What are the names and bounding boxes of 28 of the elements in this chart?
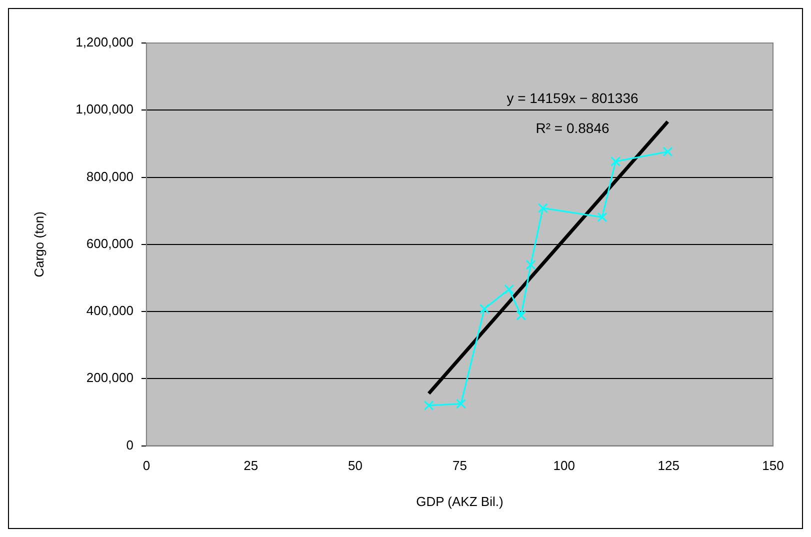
point <box>479 304 490 314</box>
x-tick-label: 150 <box>762 458 784 474</box>
y-tick-label: 400,000 <box>86 303 134 318</box>
x-tick-label: 50 <box>348 458 363 474</box>
y-tick-label: 800,000 <box>86 168 134 184</box>
point <box>456 398 466 409</box>
point <box>526 260 536 270</box>
point <box>610 156 621 166</box>
point <box>424 400 434 411</box>
point <box>516 310 526 321</box>
x-tick-label: 100 <box>553 458 575 474</box>
x-tick-label: 75 <box>452 458 467 474</box>
x-tick-label: 0 <box>142 458 150 474</box>
y-axis-title: Cargo (ton) <box>31 212 46 278</box>
annotation: R² = 0.8846 <box>536 120 610 136</box>
point <box>597 212 608 222</box>
y-tick-label: 200,000 <box>86 370 134 386</box>
annotation: y = 14159x − 801336 <box>506 90 638 106</box>
point <box>504 284 514 294</box>
x-tick-label: 125 <box>658 458 680 474</box>
y-tick-label: 1,000,000 <box>76 102 134 117</box>
point <box>538 203 548 214</box>
y-tick-label: 1,200,000 <box>76 34 134 50</box>
y-tick-label: 0 <box>126 437 134 452</box>
x-tick-label: 25 <box>244 458 258 474</box>
x-axis-title: GDP (AKZ Bil.) <box>416 494 504 509</box>
y-tick-label: 600,000 <box>86 236 134 251</box>
point <box>662 146 673 157</box>
